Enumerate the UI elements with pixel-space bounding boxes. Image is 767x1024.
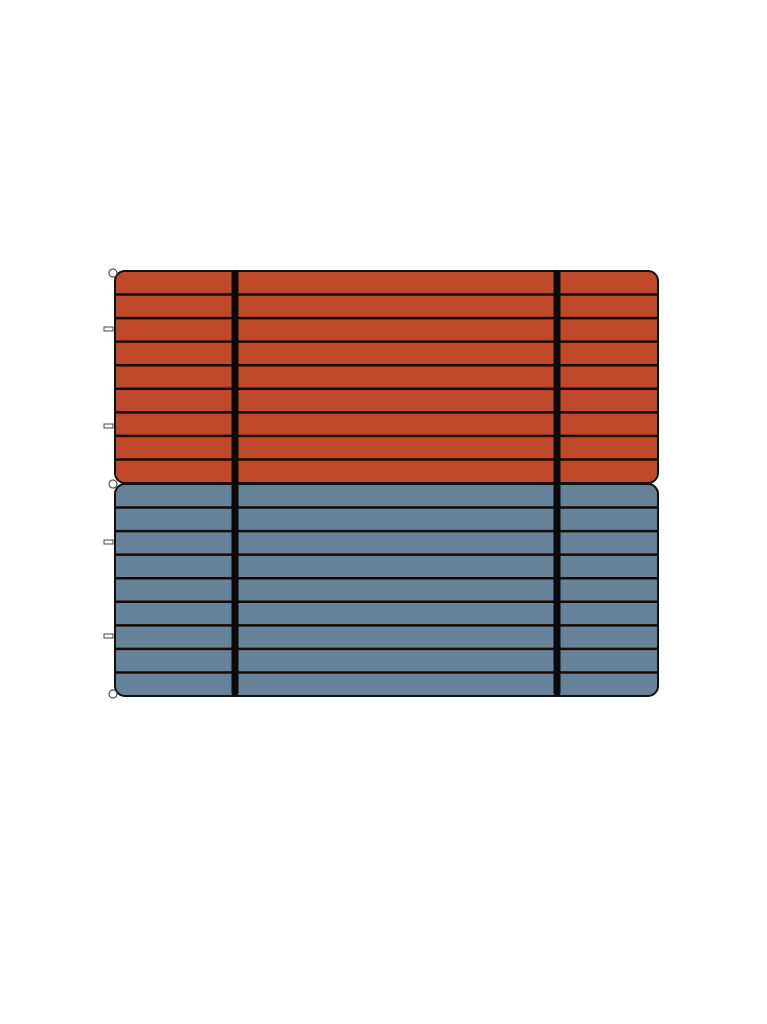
tab-clip [103, 539, 114, 545]
ring-icon [108, 689, 118, 699]
ring-icon [108, 268, 118, 278]
tab-clip [103, 633, 114, 639]
vertical-strap [231, 270, 239, 696]
tab-clip [103, 326, 114, 332]
vertical-strap [553, 270, 561, 696]
tab-clip [103, 423, 114, 429]
bottom-panel [114, 483, 659, 697]
top-panel [114, 270, 659, 484]
ring-icon [108, 479, 118, 489]
